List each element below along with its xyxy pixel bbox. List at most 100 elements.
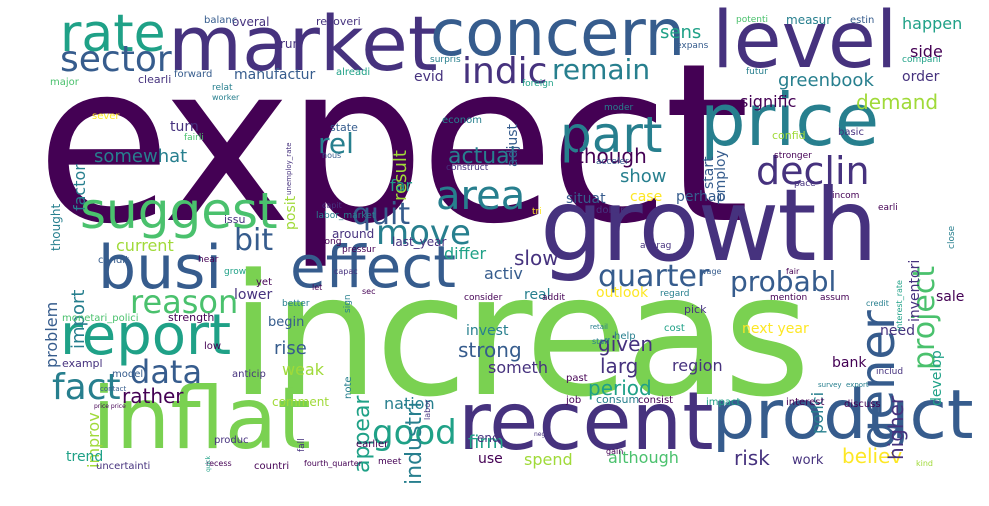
word-long: long <box>322 237 342 247</box>
word-surpris: surpris <box>430 55 461 65</box>
word-evid: evid <box>414 69 444 85</box>
word-note: note <box>343 376 354 399</box>
word-factor: factor <box>70 164 89 211</box>
word-manufactur: manufactur <box>234 67 316 83</box>
word-econom: econom <box>442 115 482 126</box>
word-low: low <box>204 341 222 352</box>
word-forward: forward <box>174 69 213 80</box>
word-contact: contact <box>100 385 127 393</box>
word-consist: consist <box>638 395 674 406</box>
word-includ: includ <box>876 367 904 377</box>
word-turn: turn <box>170 119 199 135</box>
word-recent: recent <box>458 375 714 468</box>
word-begin: begin <box>268 315 305 330</box>
word-grow: grow <box>224 267 247 277</box>
word-larg: larg <box>600 354 639 378</box>
word-end: end <box>477 431 500 445</box>
word-compani: compani <box>902 55 941 65</box>
word-interest: interest <box>786 397 825 408</box>
word-balanc: balanc <box>204 15 238 26</box>
word-recoveri: recoveri <box>316 15 361 28</box>
word-product: product <box>712 376 974 455</box>
word-sign: sign <box>343 294 353 313</box>
word-impact: impact <box>706 397 741 408</box>
word-trend: trend <box>66 449 104 465</box>
word-retail: retail <box>590 323 608 331</box>
word-current: current <box>116 236 174 255</box>
word-believ: believ <box>842 444 903 468</box>
word-job: job <box>566 395 582 406</box>
word-construct: construct <box>446 163 489 173</box>
word-cost: cost <box>664 323 685 334</box>
word-earli: earli <box>878 203 898 213</box>
word-although: although <box>608 448 679 467</box>
word-survey: survey <box>818 381 842 389</box>
word-risk: risk <box>734 446 770 470</box>
word-neg: neg <box>534 431 546 438</box>
word-lower: lower <box>234 287 273 303</box>
word-earlier: earlier <box>356 439 389 450</box>
word-acceler: acceler <box>596 157 629 167</box>
word-export: export <box>846 381 869 389</box>
word-fourth_quarter: fourth_quarter <box>304 459 362 468</box>
word-pressur: pressur <box>342 245 376 255</box>
word-use: use <box>478 451 503 467</box>
word-condit: condit <box>98 255 130 266</box>
word-greenbook: greenbook <box>778 70 874 91</box>
word-side: side <box>910 42 943 61</box>
word-labor_market: labor_market <box>316 211 376 221</box>
word-show: show <box>620 166 667 187</box>
word-capac: capac <box>334 267 358 276</box>
word-staff: staff <box>592 337 610 346</box>
word-indic: indic <box>462 51 548 92</box>
word-growth: growth <box>540 167 878 284</box>
word-real: real <box>524 287 551 303</box>
word-assum: assum <box>820 293 850 303</box>
word-outlook: outlook <box>596 285 649 301</box>
word-clearli: clearli <box>138 73 172 86</box>
word-bank: bank <box>832 355 867 371</box>
word-fact: fact <box>52 367 121 408</box>
word-kind: kind <box>916 459 934 468</box>
word-anticip: anticip <box>232 369 266 380</box>
word-far: far <box>390 176 413 195</box>
word-tri: tri <box>532 207 542 217</box>
word-problem: problem <box>42 301 61 368</box>
word-better: better <box>282 299 310 309</box>
word-remain: remain <box>552 53 651 86</box>
word-sens: sens <box>660 22 702 43</box>
word-declin: declin <box>756 149 870 193</box>
word-price: price <box>700 78 880 162</box>
word-inflat: inflat <box>92 369 311 469</box>
word-incom: incom <box>832 191 860 201</box>
word-fair: fair <box>786 267 800 276</box>
word-happen: happen <box>902 14 963 33</box>
word-rel: rel <box>318 127 354 160</box>
word-invest: invest <box>466 323 509 339</box>
word-demand: demand <box>856 90 939 114</box>
word-price_price: price price <box>94 403 126 410</box>
word-alreadi: alreadi <box>336 67 371 78</box>
word-past: past <box>566 373 588 384</box>
word-next_year: next year <box>742 321 809 337</box>
word-strong: strong <box>458 338 522 362</box>
word-pick: pick <box>684 303 707 316</box>
word-need: need <box>880 323 915 339</box>
word-capit: capit <box>322 201 342 210</box>
word-strength: strength <box>168 311 215 324</box>
word-meet: meet <box>378 457 402 467</box>
word-region: region <box>672 356 723 375</box>
word-discuss: discuss <box>844 399 881 410</box>
word-effect: effect <box>290 233 456 301</box>
word-level: level <box>712 0 898 86</box>
word-area: area <box>436 173 526 219</box>
word-higher: higher <box>884 395 908 460</box>
word-comment: comment <box>272 395 330 409</box>
word-employ: employ <box>713 150 729 202</box>
word-work: work <box>792 453 824 468</box>
word-fairli: fairli <box>184 133 204 143</box>
word-worker: worker <box>212 93 240 102</box>
word-exampl: exampl <box>62 357 103 370</box>
word-concern: concern <box>430 0 686 71</box>
